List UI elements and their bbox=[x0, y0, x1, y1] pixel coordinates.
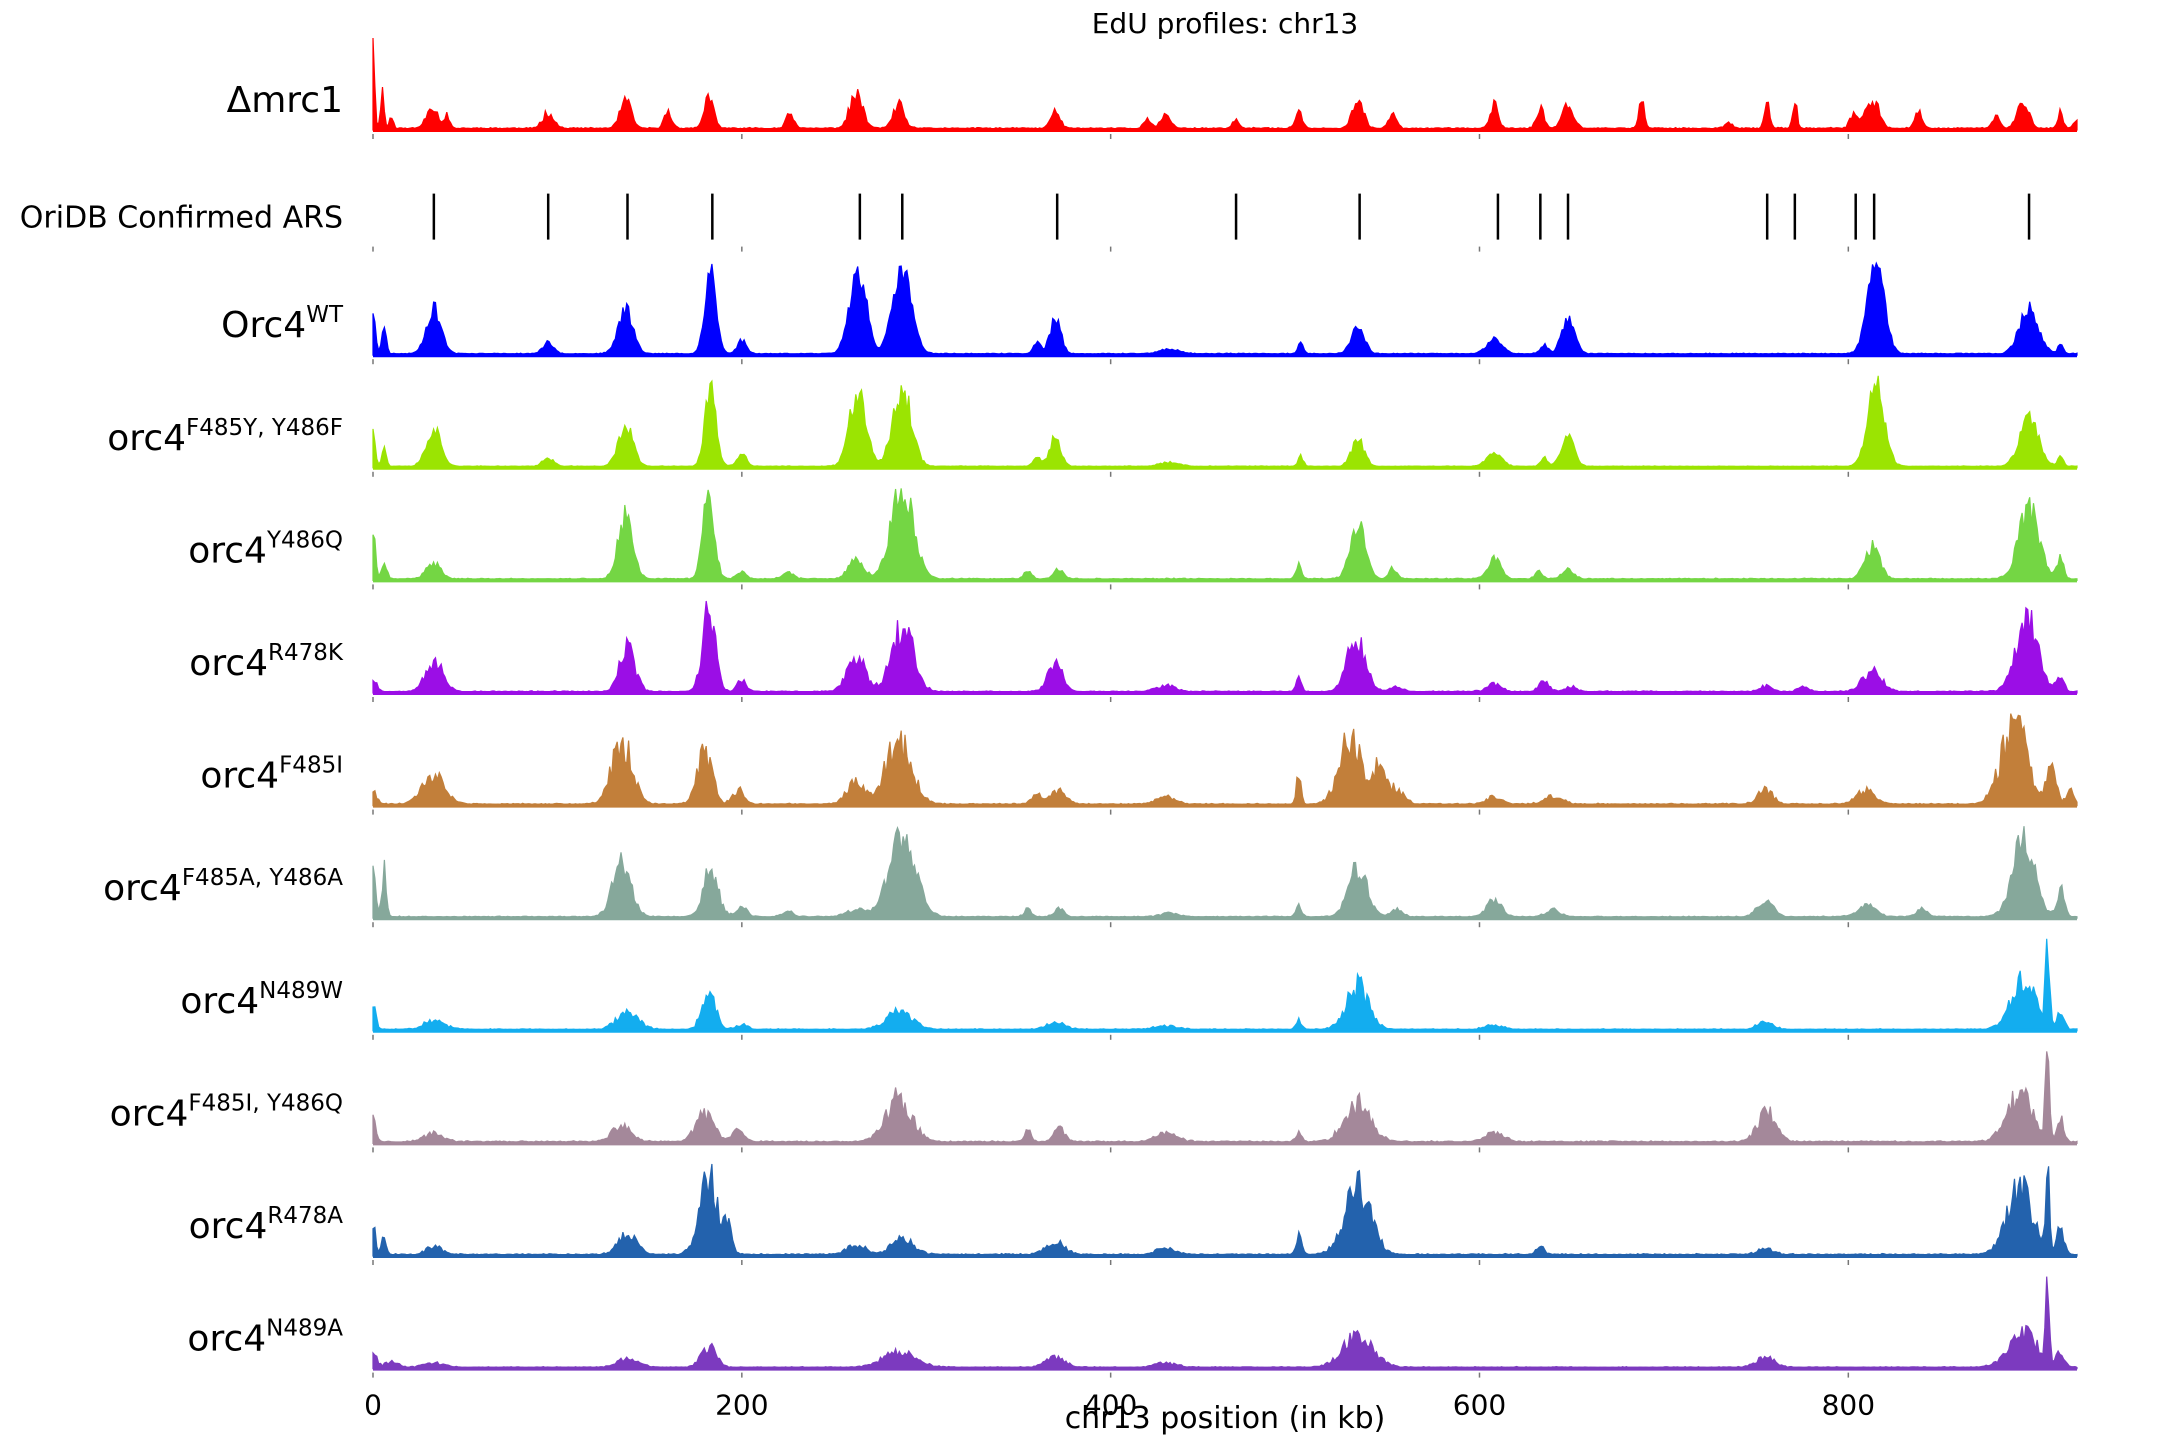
track-label: orc4F485Y, Y486F bbox=[107, 415, 343, 459]
x-tick-label: 800 bbox=[1822, 1389, 1875, 1422]
track-5: orc4R478K bbox=[189, 600, 2078, 695]
track-10: orc4R478A bbox=[189, 1163, 2078, 1258]
track-3: orc4F485Y, Y486F bbox=[107, 375, 2078, 470]
profile-area bbox=[372, 938, 2078, 1032]
track-9: orc4F485I, Y486Q bbox=[110, 1051, 2078, 1146]
profile-area bbox=[372, 713, 2078, 807]
track-4: orc4Y486Q bbox=[188, 488, 2078, 583]
track-label-base: orc4 bbox=[187, 1319, 266, 1360]
track-label-base: Δmrc1 bbox=[227, 80, 343, 121]
profile-area bbox=[372, 261, 2078, 356]
track-label-base: orc4 bbox=[188, 530, 267, 571]
track-label-base: orc4 bbox=[110, 1093, 189, 1134]
track-2: Orc4WT bbox=[221, 261, 2078, 358]
track-0: Δmrc1 bbox=[227, 37, 2078, 132]
track-label-sup: WT bbox=[306, 302, 344, 328]
profile-area bbox=[372, 1163, 2078, 1257]
track-label-base: orc4 bbox=[189, 643, 268, 684]
track-label: Orc4WT bbox=[221, 302, 344, 346]
x-axis-label: chr13 position (in kb) bbox=[1065, 1401, 1386, 1436]
track-label: orc4R478A bbox=[189, 1203, 344, 1247]
track-label: orc4N489A bbox=[187, 1316, 343, 1360]
track-label: orc4F485I bbox=[200, 753, 343, 797]
x-tick-label: 0 bbox=[364, 1389, 382, 1422]
track-label-sup: F485Y, Y486F bbox=[186, 415, 343, 441]
track-label-base: orc4 bbox=[180, 981, 259, 1022]
x-tick-label: 600 bbox=[1453, 1389, 1506, 1422]
track-label-base: orc4 bbox=[107, 418, 186, 459]
track-11: orc4N489A bbox=[187, 1276, 2078, 1371]
track-label: orc4F485I, Y486Q bbox=[110, 1090, 343, 1134]
track-label-sup: R478A bbox=[267, 1203, 343, 1229]
profile-area bbox=[372, 37, 2078, 131]
track-label-base: orc4 bbox=[103, 868, 182, 909]
track-label-base: orc4 bbox=[200, 756, 279, 797]
track-label-sup: F485I, Y486Q bbox=[188, 1090, 343, 1116]
track-label: orc4Y486Q bbox=[188, 527, 343, 571]
profile-area bbox=[372, 488, 2078, 581]
track-label-sup: N489W bbox=[259, 978, 343, 1004]
track-label-sup: F485I bbox=[279, 753, 343, 779]
track-label-sup: N489A bbox=[266, 1316, 343, 1342]
track-8: orc4N489W bbox=[180, 938, 2078, 1033]
x-tick-label: 400 bbox=[1084, 1389, 1137, 1422]
x-tick-label: 200 bbox=[715, 1389, 768, 1422]
track-7: orc4F485A, Y486A bbox=[103, 826, 2078, 921]
profile-area bbox=[372, 1276, 2078, 1370]
x-axis: 0 200 400 600 800 bbox=[364, 134, 1875, 1422]
track-label: orc4F485A, Y486A bbox=[103, 865, 343, 909]
track-label: orc4R478K bbox=[189, 640, 344, 684]
track-label-sup: F485A, Y486A bbox=[182, 865, 343, 891]
ars-track: OriDB Confirmed ARS bbox=[20, 193, 2031, 240]
track-label: orc4N489W bbox=[180, 978, 343, 1022]
track-label-sup: R478K bbox=[268, 640, 344, 666]
chart-title: EdU profiles: chr13 bbox=[1092, 7, 1359, 40]
track-label-base: orc4 bbox=[189, 1206, 268, 1247]
track-label: Δmrc1 bbox=[227, 80, 343, 121]
track-label-base: Orc4 bbox=[221, 305, 306, 346]
profile-area bbox=[372, 826, 2078, 919]
ars-track-label: OriDB Confirmed ARS bbox=[20, 201, 343, 236]
track-label-sup: Y486Q bbox=[266, 527, 343, 553]
track-6: orc4F485I bbox=[200, 713, 2078, 808]
profile-area bbox=[372, 1051, 2078, 1144]
profile-area bbox=[372, 375, 2078, 469]
profile-area bbox=[372, 600, 2078, 694]
